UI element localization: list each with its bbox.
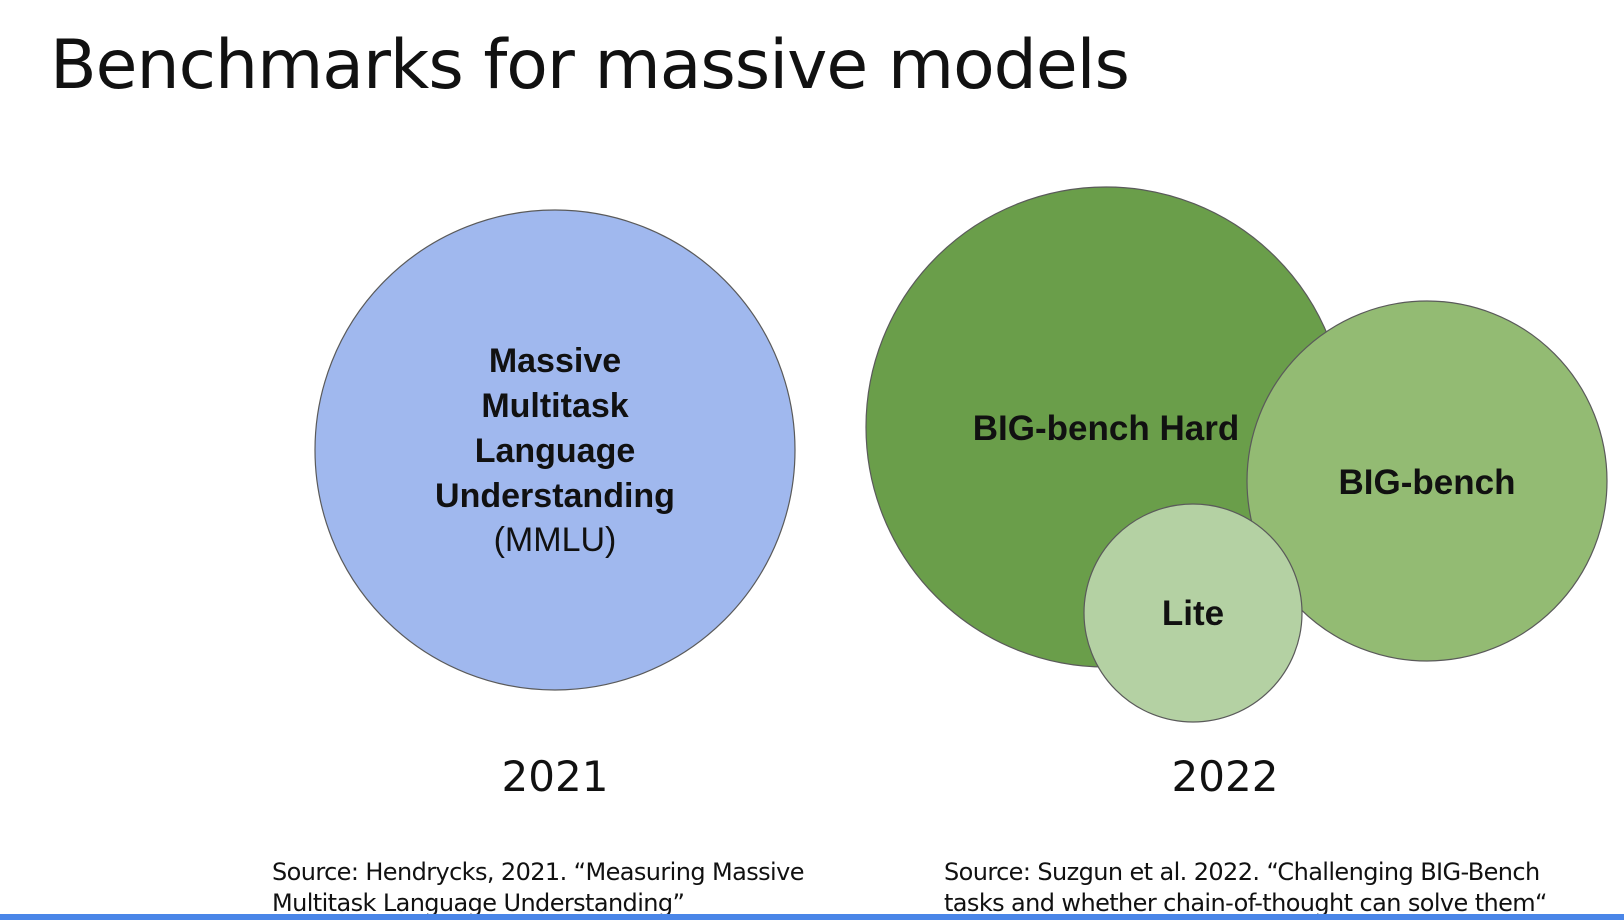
source-right-line-1: Source: Suzgun et al. 2022. “Challenging… bbox=[944, 858, 1540, 886]
source-left-line-1: Source: Hendrycks, 2021. “Measuring Mass… bbox=[272, 858, 804, 886]
mmlu-label-line-1: Massive bbox=[489, 342, 621, 380]
source-left-line-2: Multitask Language Understanding” bbox=[272, 889, 685, 917]
source-citation-right: Source: Suzgun et al. 2022. “Challenging… bbox=[944, 857, 1548, 919]
big-bench-hard-label: BIG-bench Hard bbox=[973, 409, 1239, 448]
mmlu-label-line-4: Understanding bbox=[435, 477, 675, 515]
big-bench-circle bbox=[1246, 300, 1608, 662]
year-label-2022: 2022 bbox=[1171, 752, 1279, 801]
mmlu-abbrev: (MMLU) bbox=[494, 521, 617, 559]
mmlu-circle bbox=[314, 209, 796, 691]
source-right-line-2: tasks and whether chain-of-thought can s… bbox=[944, 889, 1548, 917]
lite-label: Lite bbox=[1162, 594, 1224, 633]
big-bench-label: BIG-bench bbox=[1339, 463, 1516, 502]
bottom-accent-bar bbox=[0, 914, 1624, 920]
source-citation-left: Source: Hendrycks, 2021. “Measuring Mass… bbox=[272, 857, 804, 919]
year-label-2021: 2021 bbox=[501, 752, 609, 801]
mmlu-label-line-2: Multitask bbox=[481, 387, 628, 425]
lite-circle bbox=[1083, 503, 1303, 723]
mmlu-label-line-3: Language bbox=[475, 432, 636, 470]
slide-title: Benchmarks for massive models bbox=[50, 26, 1130, 105]
